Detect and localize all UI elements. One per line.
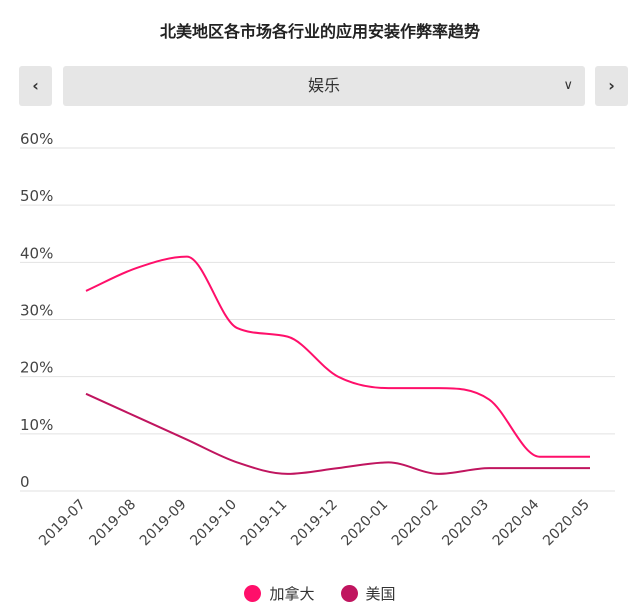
x-tick-label: 2020-03	[439, 497, 492, 550]
x-tick-label: 2019-11	[238, 497, 291, 550]
x-tick-label: 2020-01	[339, 497, 392, 550]
series-line-1	[85, 255, 590, 458]
x-tick-label: 2019-10	[187, 497, 240, 550]
y-tick-label: 10%	[20, 416, 53, 434]
chevron-right-icon: ›	[608, 76, 615, 95]
chevron-down-icon: ∨	[563, 78, 573, 93]
legend-item-1[interactable]: 加拿大	[244, 583, 315, 604]
x-tick-label: 2020-02	[389, 497, 442, 550]
y-axis-ticks: 0 10% 20% 30% 40% 50% 60%	[20, 130, 53, 491]
legend: 加拿大 美国	[0, 583, 640, 604]
x-tick-label: 2020-05	[540, 497, 593, 550]
series-line-2	[85, 392, 590, 475]
y-tick-label: 60%	[20, 130, 53, 148]
y-tick-label: 20%	[20, 359, 53, 377]
series-lines	[85, 255, 590, 475]
legend-swatch	[340, 585, 358, 602]
legend-swatch	[244, 585, 262, 602]
y-tick-label: 50%	[20, 187, 53, 205]
x-tick-label: 2019-08	[87, 497, 140, 550]
x-tick-label: 2019-12	[288, 497, 341, 550]
x-tick-label: 2019-09	[137, 497, 190, 550]
legend-label: 加拿大	[269, 585, 315, 603]
industry-select[interactable]: 娱乐 ∨	[63, 66, 585, 106]
legend-label: 美国	[365, 585, 396, 603]
chart-title: 北美地区各市场各行业的应用安装作弊率趋势	[159, 22, 480, 41]
next-button[interactable]: ›	[595, 66, 628, 106]
legend-item-2[interactable]: 美国	[340, 583, 396, 604]
x-axis-ticks: 2019-072019-082019-092019-102019-112019-…	[36, 496, 593, 549]
y-tick-label: 30%	[20, 302, 53, 320]
x-tick-label: 2019-07	[36, 497, 89, 550]
chevron-left-icon: ‹	[32, 76, 39, 95]
x-tick-label: 2020-04	[490, 496, 543, 549]
previous-button[interactable]: ‹	[19, 66, 52, 106]
industry-select-value: 娱乐	[307, 76, 340, 95]
y-tick-label: 0	[20, 473, 30, 491]
grid-lines	[20, 147, 615, 492]
y-tick-label: 40%	[20, 244, 53, 262]
